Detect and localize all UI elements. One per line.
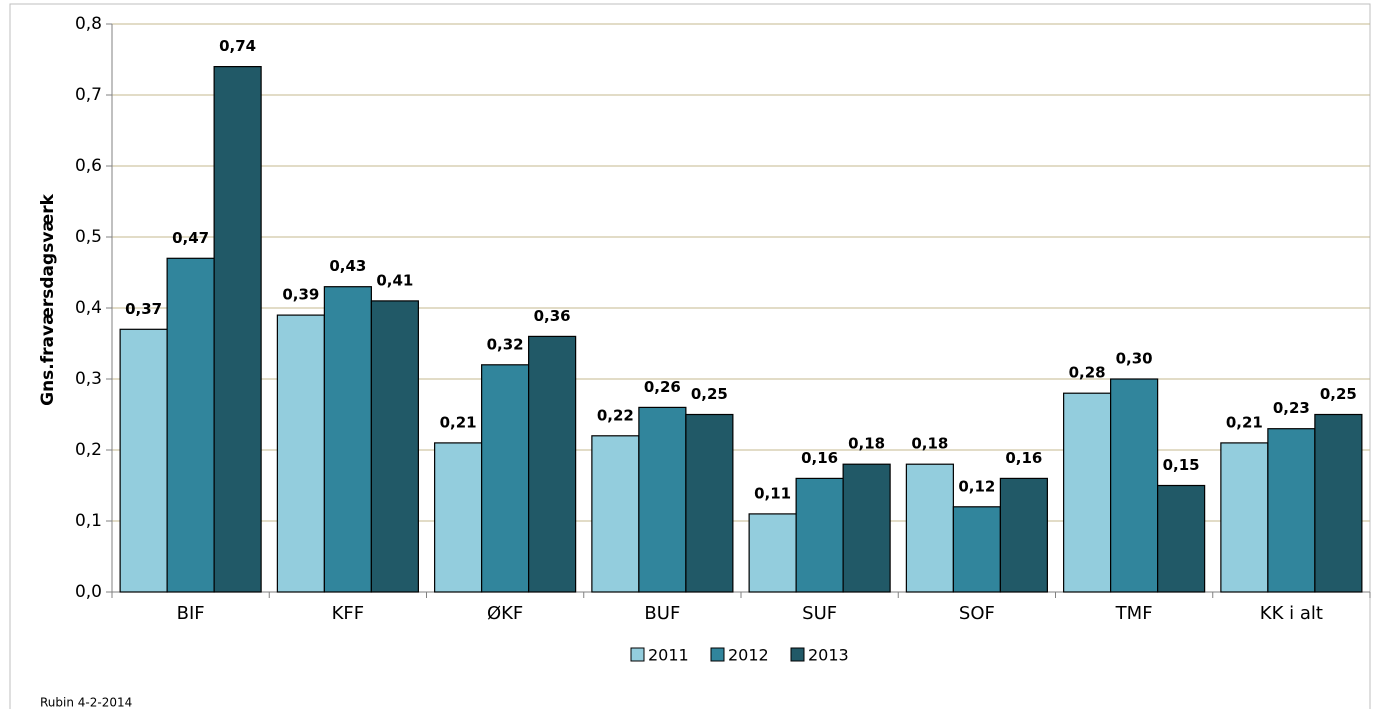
data-label: 0,21 [1226, 413, 1263, 431]
y-tick-label: 0,5 [75, 227, 102, 247]
bar [528, 335, 577, 593]
data-label: 0,18 [911, 435, 948, 453]
bar [1110, 378, 1159, 593]
data-label: 0,36 [534, 307, 571, 325]
legend-swatch [630, 647, 645, 662]
data-label: 0,11 [754, 484, 791, 502]
bar [591, 435, 640, 593]
data-label: 0,32 [487, 335, 524, 353]
data-label: 0,21 [440, 413, 477, 431]
data-label: 0,39 [282, 286, 319, 304]
data-label: 0,12 [958, 477, 995, 495]
data-label: 0,41 [376, 271, 413, 289]
bar [999, 477, 1048, 593]
bar [905, 463, 954, 593]
bar [952, 506, 1001, 593]
bar [795, 477, 844, 593]
x-tick-label: KFF [332, 603, 365, 624]
footnote: Rubin 4-2-2014 [40, 696, 132, 710]
y-tick-label: 0,8 [75, 14, 102, 34]
x-tick-label: TMF [1115, 603, 1153, 624]
x-tick-label: BIF [177, 603, 205, 624]
bar [119, 328, 168, 593]
y-tick-label: 0,7 [75, 85, 102, 105]
bar [213, 65, 262, 593]
data-label: 0,30 [1116, 350, 1153, 368]
data-label: 0,25 [691, 385, 728, 403]
y-tick-label: 0,1 [75, 511, 102, 531]
data-label: 0,18 [848, 435, 885, 453]
y-tick-label: 0,3 [75, 369, 102, 389]
x-tick-label: SUF [802, 603, 837, 624]
data-label: 0,43 [329, 257, 366, 275]
bar [166, 257, 215, 593]
y-tick-label: 0,6 [75, 156, 102, 176]
legend-label: 2012 [728, 646, 769, 665]
data-label: 0,16 [1005, 449, 1042, 467]
legend-label: 2011 [648, 646, 689, 665]
y-axis-label: Gns.fraværsdagsværk [38, 193, 58, 405]
bar [1063, 392, 1112, 593]
y-tick-label: 0,2 [75, 440, 102, 460]
data-label: 0,37 [125, 300, 162, 318]
data-label: 0,28 [1069, 364, 1106, 382]
bar [1157, 484, 1206, 593]
data-label: 0,47 [172, 229, 209, 247]
bar [370, 300, 419, 593]
bar [842, 463, 891, 593]
legend-swatch [790, 647, 805, 662]
x-tick-label: ØKF [487, 603, 523, 624]
x-tick-label: KK i alt [1260, 603, 1323, 624]
data-label: 0,74 [219, 37, 256, 55]
data-label: 0,16 [801, 449, 838, 467]
bar [685, 413, 734, 593]
data-label: 0,15 [1163, 456, 1200, 474]
bar [434, 442, 483, 593]
bar [323, 286, 372, 593]
bar [638, 406, 687, 593]
legend-swatch [710, 647, 725, 662]
data-label: 0,26 [644, 378, 681, 396]
bar [481, 364, 530, 593]
y-tick-label: 0,4 [75, 298, 102, 318]
x-tick-label: BUF [644, 603, 680, 624]
bar [276, 314, 325, 593]
y-tick-label: 0,0 [75, 582, 102, 602]
data-label: 0,25 [1320, 385, 1357, 403]
legend-label: 2013 [808, 646, 849, 665]
data-label: 0,22 [597, 406, 634, 424]
x-tick-label: SOF [959, 603, 995, 624]
data-label: 0,23 [1273, 399, 1310, 417]
bar [1267, 428, 1316, 593]
bar [1220, 442, 1269, 593]
bar [1314, 413, 1363, 593]
bar [748, 513, 797, 593]
